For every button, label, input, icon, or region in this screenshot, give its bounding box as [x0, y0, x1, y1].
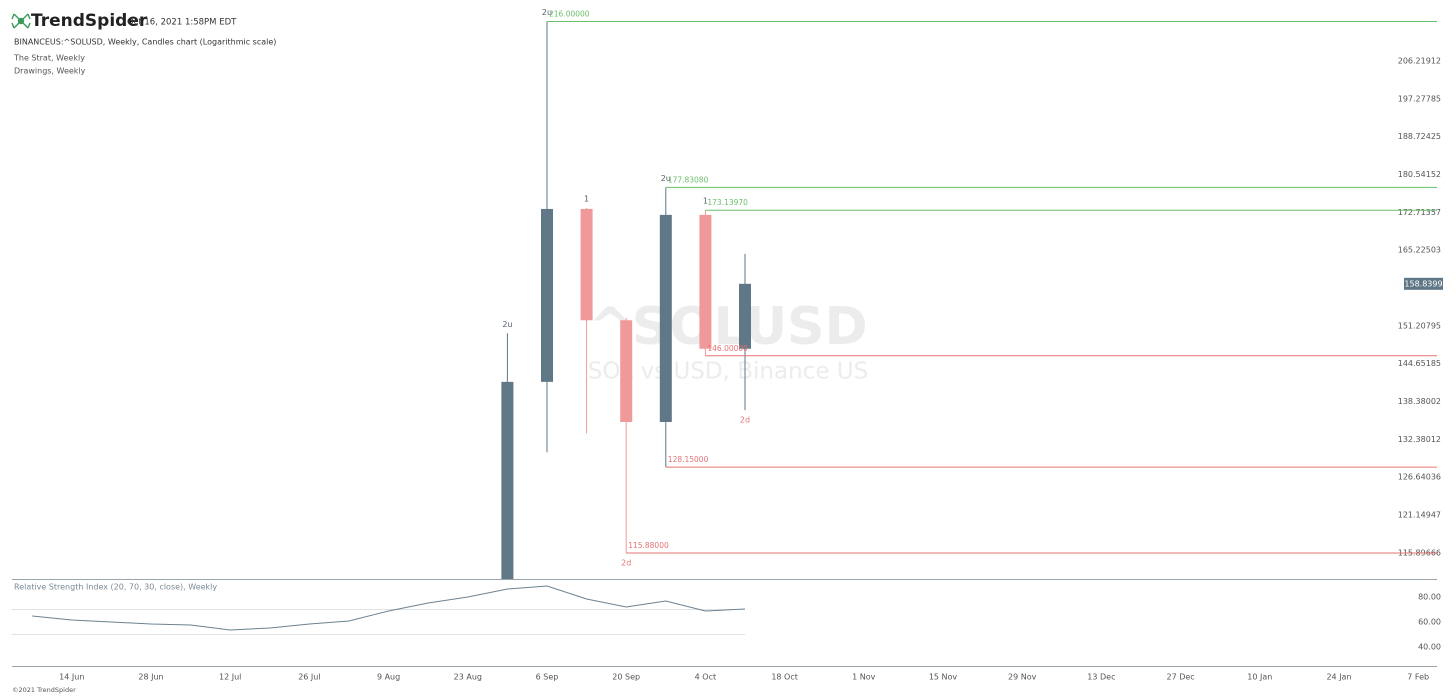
level-label: 177.83080: [668, 175, 709, 184]
x-tick-label: 7 Feb: [1407, 673, 1429, 682]
indicator-title: Relative Strength Index (20, 70, 30, clo…: [14, 583, 217, 592]
strat-label: 2u: [502, 320, 512, 329]
x-tick-label: 26 Jul: [298, 673, 320, 682]
y-tick-label: 132.38012: [1398, 435, 1441, 444]
level-label: 173.13970: [707, 198, 748, 207]
rsi-line: [32, 585, 746, 631]
watermark-description: SOL vs USD, Binance US: [588, 359, 868, 385]
y-tick-label: 172.71357: [1398, 208, 1441, 217]
x-tick-label: 29 Nov: [1008, 673, 1037, 682]
y-tick-label: 40.00: [1418, 643, 1441, 652]
y-tick-label: 126.64036: [1398, 473, 1441, 482]
study-label: Drawings, Weekly: [14, 67, 86, 76]
y-tick-label: 206.21912: [1398, 56, 1441, 65]
level-label: 128.15000: [668, 455, 709, 464]
x-tick-label: 24 Jan: [1326, 673, 1351, 682]
strat-label: 2u: [542, 8, 552, 17]
study-label: The Strat, Weekly: [13, 54, 85, 63]
level-label: 115.88000: [628, 541, 669, 550]
level-label: 146.00000: [707, 344, 748, 353]
candle-body: [541, 208, 553, 382]
candle-body: [501, 381, 514, 579]
y-tick-label: 180.54152: [1398, 170, 1441, 179]
watermark-symbol: ^SOLUSD: [588, 297, 867, 357]
y-tick-label: 60.00: [1418, 618, 1441, 627]
candle-body: [739, 283, 751, 349]
x-tick-label: 1 Nov: [852, 673, 876, 682]
x-tick-label: 18 Oct: [771, 673, 798, 682]
footer: ©2021 TrendSpider: [12, 686, 76, 694]
price-pane: [501, 21, 751, 579]
x-tick-label: 13 Dec: [1087, 673, 1115, 682]
x-tick-label: 6 Sep: [536, 673, 559, 682]
y-tick-label: 80.00: [1418, 593, 1441, 602]
x-tick-label: 14 Jun: [59, 673, 84, 682]
candle-body: [699, 214, 712, 349]
y-tick-label: 165.22503: [1398, 246, 1441, 255]
x-tick-label: 27 Dec: [1166, 673, 1194, 682]
x-tick-label: 10 Jan: [1247, 673, 1272, 682]
last-price-box: [1404, 277, 1443, 290]
x-tick-label: 12 Jul: [219, 673, 241, 682]
x-tick-label: 28 Jun: [138, 673, 163, 682]
timestamp: Oct 16, 2021 1:58PM EDT: [127, 18, 237, 28]
last-price-label: 158.8399: [1404, 279, 1442, 288]
x-tick-label: 15 Nov: [929, 673, 958, 682]
candle-body: [659, 214, 672, 422]
y-tick-label: 121.14947: [1398, 511, 1441, 520]
y-tick-label: 138.38002: [1398, 397, 1441, 406]
level-label: 216.00000: [549, 9, 590, 18]
y-tick-label: 151.20795: [1398, 321, 1441, 330]
y-tick-label: 144.65185: [1398, 359, 1441, 368]
x-tick-label: 9 Aug: [377, 673, 400, 682]
strat-label: 1: [703, 197, 708, 206]
strat-label: 1: [584, 194, 589, 203]
candle-body: [620, 320, 633, 422]
y-tick-label: 188.72425: [1398, 132, 1441, 141]
logo-text: TrendSpider: [31, 11, 148, 31]
strat-label: 2d: [621, 558, 631, 567]
x-tick-label: 4 Oct: [695, 673, 716, 682]
strat-label: 2d: [740, 416, 750, 425]
logo-icon: [11, 13, 31, 29]
x-tick-label: 20 Sep: [612, 673, 640, 682]
strat-label: 2u: [661, 174, 671, 183]
instrument: BINANCEUS:^SOLUSD, Weekly, Candles chart…: [14, 38, 276, 47]
y-tick-label: 197.27785: [1398, 94, 1441, 103]
candle-body: [580, 208, 593, 321]
x-tick-label: 23 Aug: [454, 673, 482, 682]
